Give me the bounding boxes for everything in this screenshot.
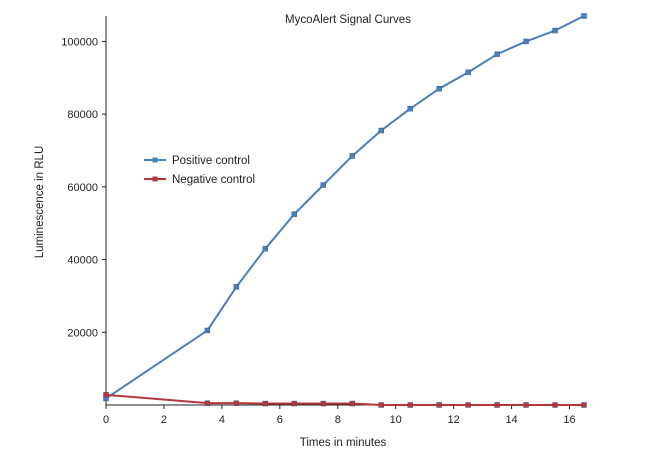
data-point-positive-control <box>233 284 240 290</box>
data-point-positive-control <box>378 127 384 134</box>
data-point-positive-control <box>320 182 326 188</box>
data-point-positive-control <box>523 38 529 45</box>
data-point-positive-control <box>552 27 558 34</box>
legend-marker-positive <box>152 157 158 163</box>
data-point-positive-control <box>262 245 269 252</box>
data-point-positive-control <box>465 69 471 76</box>
y-tick-label: 60000 <box>67 182 98 194</box>
data-point-negative-control <box>436 402 442 408</box>
legend-marker-negative <box>152 176 158 182</box>
series-layer <box>103 13 587 408</box>
x-tick-label: 14 <box>505 414 517 426</box>
data-point-negative-control <box>103 392 109 398</box>
data-point-negative-control <box>291 400 298 407</box>
series-line-positive-control <box>105 15 585 400</box>
legend-label-negative: Negative control <box>172 174 255 186</box>
data-point-positive-control <box>407 106 413 112</box>
data-point-negative-control <box>204 400 211 406</box>
data-point-negative-control <box>552 402 558 408</box>
data-point-positive-control <box>291 211 298 217</box>
data-point-negative-control <box>262 400 269 407</box>
data-point-negative-control <box>378 402 384 408</box>
x-tick-label: 8 <box>335 414 341 426</box>
data-point-negative-control <box>494 402 500 408</box>
legend-label-positive: Positive control <box>172 155 250 167</box>
data-point-positive-control <box>581 13 587 19</box>
x-tick-label: 16 <box>563 414 575 426</box>
y-tick-label: 80000 <box>67 109 98 121</box>
data-point-negative-control <box>465 402 471 408</box>
x-ticks: 0 2 4 6 8 10 12 14 16 <box>103 405 576 426</box>
data-point-negative-control <box>523 402 529 408</box>
x-tick-label: 0 <box>103 414 109 426</box>
x-tick-label: 6 <box>277 414 283 426</box>
legend: Positive control Negative control <box>144 155 255 186</box>
x-tick-label: 10 <box>390 414 402 426</box>
series-line-negative-control <box>105 393 584 406</box>
data-point-positive-control <box>204 327 211 334</box>
y-tick-label: 100000 <box>61 36 98 48</box>
data-point-negative-control <box>581 402 587 408</box>
data-point-positive-control <box>349 153 355 159</box>
y-tick-label: 40000 <box>67 255 98 267</box>
x-tick-label: 2 <box>161 414 167 426</box>
data-point-positive-control <box>436 86 442 92</box>
y-axis-title: Luminescence in RLU <box>34 146 46 259</box>
y-tick-label: 20000 <box>67 327 98 339</box>
y-ticks: 20000 40000 60000 80000 100000 <box>61 36 106 339</box>
legend-entry-positive: Positive control <box>144 155 250 167</box>
data-point-negative-control <box>320 400 326 407</box>
legend-entry-negative: Negative control <box>144 174 255 186</box>
x-tick-label: 4 <box>219 414 225 426</box>
data-point-positive-control <box>494 51 500 57</box>
x-axis-title: Times in minutes <box>300 437 387 449</box>
x-tick-label: 12 <box>448 414 460 426</box>
data-point-negative-control <box>233 400 240 406</box>
data-point-negative-control <box>349 400 355 407</box>
chart-title: MycoAlert Signal Curves <box>285 14 411 26</box>
data-point-negative-control <box>407 402 413 408</box>
